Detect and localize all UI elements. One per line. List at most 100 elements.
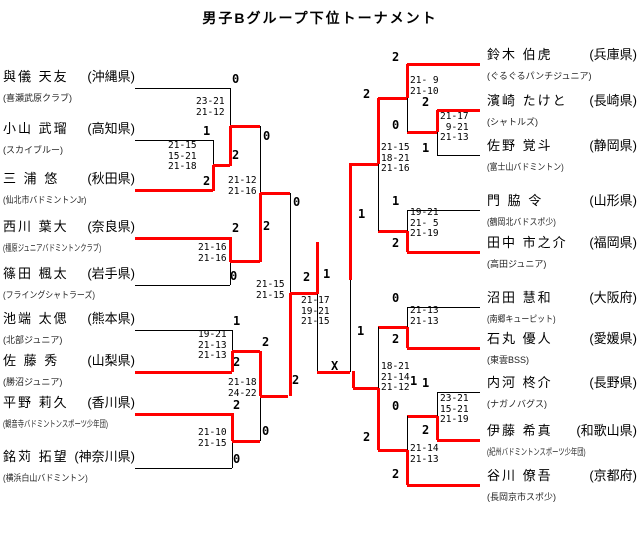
player-name: 石丸 優人 bbox=[487, 331, 553, 346]
bracket-line bbox=[437, 155, 480, 156]
winner-path-line bbox=[378, 97, 407, 100]
winner-path-line bbox=[135, 371, 232, 374]
winner-path-line bbox=[437, 109, 480, 112]
bracket-line bbox=[290, 193, 291, 293]
winner-path-line bbox=[378, 230, 407, 233]
grand-final-right-games: 1 bbox=[323, 267, 331, 281]
player-right-10: 谷川 僚吾 (京都府) (長岡京市スポ少) bbox=[487, 465, 637, 503]
game-count-label: 2 bbox=[392, 50, 400, 64]
game-count-label: 0 bbox=[230, 269, 238, 283]
match-score: 21-15 21-15 bbox=[256, 279, 285, 301]
player-name: 篠田 楓太 bbox=[3, 266, 69, 281]
player-club: (横浜白山バドミントン) bbox=[3, 473, 88, 483]
winner-path-line bbox=[259, 193, 262, 262]
player-left-1: 與儀 天友 (沖縄県) (喜瀬武原クラブ) bbox=[3, 66, 135, 104]
bracket-line bbox=[407, 307, 408, 327]
winner-path-line bbox=[259, 351, 262, 396]
game-count-label: 2 bbox=[232, 148, 240, 162]
player-name: 三 浦 悠 bbox=[3, 171, 60, 186]
game-count-label: 1 bbox=[422, 376, 430, 390]
match-score: 21-15 18-21 21-16 bbox=[381, 142, 410, 174]
player-prefecture: (山形県) bbox=[589, 193, 637, 208]
player-name: 田中 市之介 bbox=[487, 235, 568, 250]
player-name: 與儀 天友 bbox=[3, 69, 69, 84]
match-score: 21-16 21-16 bbox=[198, 242, 227, 264]
match-score: 19-21 21- 5 21-19 bbox=[410, 207, 439, 239]
player-prefecture: (京都府) bbox=[589, 468, 637, 483]
winner-path-line bbox=[231, 351, 234, 372]
game-count-label: 2 bbox=[422, 423, 430, 437]
player-prefecture: (愛媛県) bbox=[589, 331, 637, 346]
winner-path-line bbox=[317, 371, 350, 374]
game-count-label: 0 bbox=[233, 452, 241, 466]
winner-path-line bbox=[352, 371, 355, 388]
match-score: 21-12 21-16 bbox=[228, 175, 257, 197]
winner-path-line bbox=[232, 440, 260, 443]
match-score: 23-21 21-12 bbox=[196, 96, 225, 118]
game-count-label: 2 bbox=[233, 398, 241, 412]
player-name: 平野 莉久 bbox=[3, 395, 69, 410]
winner-path-line bbox=[213, 164, 230, 167]
winner-path-line bbox=[406, 450, 409, 485]
player-right-7: 石丸 優人 (愛媛県) (東雲BSS) bbox=[487, 328, 637, 366]
page-title: 男子Bグループ下位トーナメント bbox=[202, 10, 438, 26]
winner-path-line bbox=[407, 347, 480, 350]
winner-path-line bbox=[260, 395, 288, 398]
game-count-label: 2 bbox=[292, 373, 300, 387]
game-count-label: 2 bbox=[232, 221, 240, 235]
winner-path-line bbox=[350, 163, 378, 166]
player-club: (シャトルズ) bbox=[487, 117, 538, 127]
match-score: 21-14 21-13 bbox=[410, 443, 439, 465]
player-prefecture: (秋田県) bbox=[87, 171, 135, 186]
winner-path-line bbox=[232, 350, 260, 353]
player-prefecture: (奈良県) bbox=[87, 219, 135, 234]
bracket-line bbox=[378, 327, 379, 388]
match-score: 21-18 24-22 bbox=[228, 377, 257, 399]
game-count-label: 2 bbox=[263, 219, 271, 233]
bracket-line bbox=[260, 396, 261, 441]
match-score: 21- 9 21-10 bbox=[410, 75, 439, 97]
player-club: (勝沼ジュニア) bbox=[3, 377, 63, 387]
winner-path-line bbox=[349, 163, 352, 280]
game-count-label: 0 bbox=[293, 195, 301, 209]
player-right-4: 門 脇 令 (山形県) (鶴岡北バドスポ少) bbox=[487, 190, 637, 228]
player-right-8: 内河 柊介 (長野県) (ナガノバグス) bbox=[487, 372, 637, 410]
winner-path-line bbox=[407, 251, 480, 254]
winner-path-line bbox=[212, 165, 215, 191]
player-left-7: 佐 藤 秀 (山梨県) (勝沼ジュニア) bbox=[3, 350, 135, 388]
player-club: (鶴岡北バドスポ少) bbox=[487, 217, 556, 227]
bracket-line bbox=[135, 285, 230, 286]
game-count-label: 2 bbox=[262, 335, 270, 349]
game-count-label: 0 bbox=[262, 424, 270, 438]
game-count-label: 2 bbox=[422, 95, 430, 109]
player-club: (橿原ジュニアバドミントンクラブ) bbox=[3, 243, 102, 253]
player-right-1: 鈴木 伯虎 (兵庫県) (ぐるぐるパンチジュニア) bbox=[487, 44, 637, 82]
game-count-label: 1 bbox=[233, 314, 241, 328]
bracket-line bbox=[135, 330, 232, 331]
player-name: 沼田 慧和 bbox=[487, 290, 553, 305]
winner-path-line bbox=[230, 260, 260, 263]
player-prefecture: (熊本県) bbox=[87, 311, 135, 326]
player-prefecture: (神奈川県) bbox=[74, 449, 135, 464]
player-club: (長岡京市スポ少) bbox=[487, 492, 556, 502]
player-name: 谷川 僚吾 bbox=[487, 468, 553, 483]
player-prefecture: (長崎県) bbox=[589, 93, 637, 108]
game-count-label: 1 bbox=[203, 124, 211, 138]
winner-path-line bbox=[437, 439, 480, 442]
player-club: (喜瀬武原クラブ) bbox=[3, 93, 72, 103]
bracket-line bbox=[407, 416, 408, 450]
player-club: (観音寺バドミントンスポーツ少年団) bbox=[3, 419, 108, 429]
game-count-label: 2 bbox=[203, 174, 211, 188]
winner-path-line bbox=[135, 413, 232, 416]
player-club: (スカイブルー) bbox=[3, 145, 63, 155]
bracket-line bbox=[378, 164, 379, 231]
game-count-label: 0 bbox=[392, 399, 400, 413]
match-score: 23-21 15-21 21-19 bbox=[440, 393, 469, 425]
player-left-4: 西川 葉大 (奈良県) (橿原ジュニアバドミントンクラブ) bbox=[3, 216, 135, 254]
player-club: (北部ジュニア) bbox=[3, 335, 63, 345]
player-right-2: 濱崎 たけと (長崎県) (シャトルズ) bbox=[487, 90, 637, 128]
match-score: 21-10 21-15 bbox=[198, 427, 227, 449]
player-prefecture: (大阪府) bbox=[589, 290, 637, 305]
bracket-line bbox=[230, 88, 231, 126]
